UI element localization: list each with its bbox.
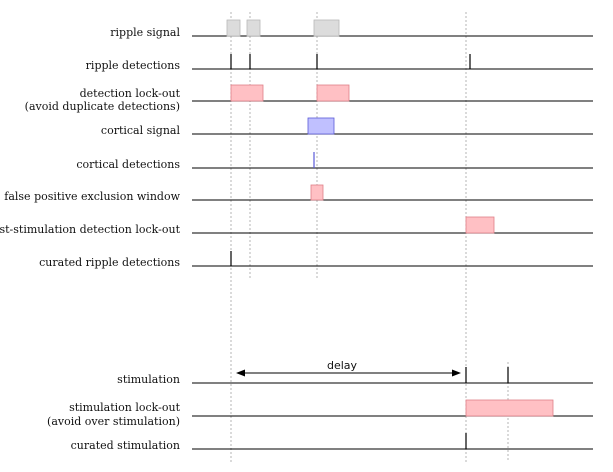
row-stimulation: stimulation (117, 367, 593, 386)
delay-label: delay (327, 359, 358, 372)
row-label: curated ripple detections (39, 256, 180, 269)
row-label-line2: (avoid over stimulation) (47, 415, 180, 428)
row-label: stimulation (117, 373, 180, 386)
lockout-window (465, 216, 495, 234)
guide-lines (230, 12, 509, 462)
row-label-line1: stimulation lock-out (69, 401, 181, 414)
row-label: false positive exclusion window (4, 190, 180, 203)
row-ripple-detections: ripple detections (86, 54, 593, 72)
row-label: cortical detections (76, 158, 180, 171)
lockout-window (230, 84, 264, 102)
row-curated-ripple-detections: curated ripple detections (39, 251, 593, 269)
row-label: ripple detections (86, 59, 181, 72)
row-curated-stimulation: curated stimulation (71, 433, 593, 452)
cortical-event (307, 117, 335, 135)
exclusion-window (310, 184, 324, 201)
ripple-event (226, 19, 241, 37)
ripple-event (313, 19, 340, 37)
row-cortical-detections: cortical detections (76, 152, 593, 171)
row-label: curated stimulation (71, 439, 180, 452)
row-false-positive-window: false positive exclusion window (4, 184, 593, 203)
row-label: ripple signal (110, 26, 180, 39)
row-label: cortical signal (101, 124, 181, 137)
arrowhead-right-icon (452, 369, 461, 377)
lockout-window (465, 399, 554, 417)
row-label-line2: (avoid duplicate detections) (25, 100, 180, 113)
row-label-line1: detection lock-out (80, 87, 181, 100)
lockout-window (316, 84, 350, 102)
row-label: post-stimulation detection lock-out (0, 223, 181, 236)
ripple-event (246, 19, 261, 37)
row-detection-lockout: detection lock-out (avoid duplicate dete… (25, 84, 593, 113)
row-ripple-signal: ripple signal (110, 19, 593, 39)
arrowhead-left-icon (236, 369, 245, 377)
delay-annotation: delay (236, 359, 461, 377)
row-cortical-signal: cortical signal (101, 117, 593, 137)
row-post-stim-lockout: post-stimulation detection lock-out (0, 216, 593, 236)
row-stimulation-lockout: stimulation lock-out (avoid over stimula… (47, 399, 593, 428)
